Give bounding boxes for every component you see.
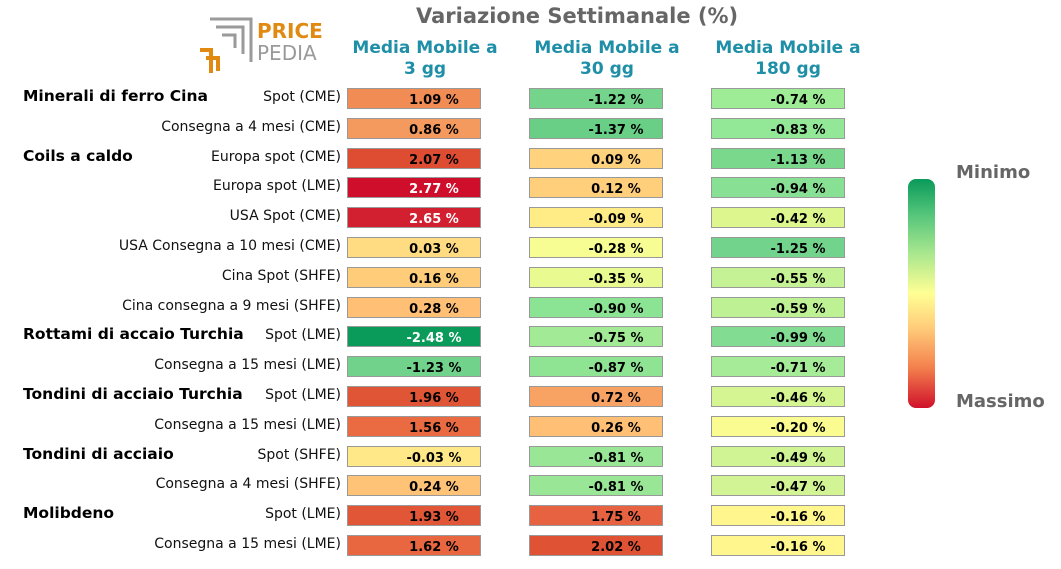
- column-header-line: Media Mobile a: [534, 38, 680, 58]
- value-cell: 1.09 %: [347, 88, 481, 109]
- value-cell: -0.16 %: [711, 505, 845, 527]
- value-cell: 1.75 %: [529, 505, 663, 527]
- value-cell: 2.07 %: [347, 147, 481, 169]
- value-cell: -0.87 %: [529, 356, 663, 378]
- value-cell: -0.59 %: [711, 296, 845, 318]
- value-cell: -0.03 %: [347, 445, 481, 467]
- row-label: Cina Spot (SHFE): [221, 267, 341, 284]
- group-label: Minerali di ferro Cina: [23, 87, 208, 105]
- value-cell: -0.47 %: [711, 475, 845, 497]
- row-label: Spot (LME): [265, 506, 341, 523]
- row-label: USA Consegna a 10 mesi (CME): [118, 238, 341, 254]
- value-cell: -0.49 %: [711, 445, 845, 467]
- value-cell: -0.46 %: [711, 386, 845, 407]
- row-label: Spot (LME): [265, 387, 341, 403]
- value-cell: 0.12 %: [529, 177, 663, 199]
- value-cell: -2.48 %: [347, 326, 481, 348]
- value-cell: 0.16 %: [347, 266, 481, 288]
- value-cell: -0.55 %: [711, 266, 845, 288]
- value-cell: -0.74 %: [711, 88, 845, 109]
- value-cell: -0.09 %: [529, 207, 663, 229]
- column-header-2: Media Mobile a 30 gg: [522, 38, 692, 80]
- value-cell: 0.09 %: [529, 147, 663, 169]
- value-cell: -1.25 %: [711, 237, 845, 258]
- column-header-3: Media Mobile a 180 gg: [703, 38, 873, 80]
- logo-text-price: PRICE: [257, 19, 323, 43]
- column-header-line: 30 gg: [580, 59, 634, 79]
- group-label: Coils a caldo: [23, 146, 133, 165]
- value-cell: -0.99 %: [711, 326, 845, 348]
- row-label: Consegna a 15 mesi (LME): [154, 357, 341, 374]
- value-cell: -0.42 %: [711, 207, 845, 229]
- group-label: Rottami di accaio Turchia: [23, 325, 244, 344]
- row-label: Spot (LME): [265, 327, 341, 344]
- value-cell: 2.65 %: [347, 207, 481, 229]
- row-label: Europa spot (CME): [211, 148, 341, 165]
- chart-title: Variazione Settimanale (%): [416, 4, 739, 28]
- row-label: USA Spot (CME): [229, 208, 341, 225]
- value-cell: -0.83 %: [711, 117, 845, 139]
- value-cell: 1.93 %: [347, 505, 481, 527]
- row-label: Europa spot (LME): [213, 178, 341, 195]
- row-label: Consegna a 4 mesi (SHFE): [155, 476, 341, 493]
- row-label: Consegna a 15 mesi (LME): [154, 536, 341, 552]
- value-cell: 2.02 %: [529, 535, 663, 556]
- value-cell: -1.13 %: [711, 147, 845, 169]
- color-scale-bar: [908, 179, 935, 408]
- value-cell: 0.72 %: [529, 386, 663, 407]
- logo-text-pedia: PEDIA: [257, 41, 317, 65]
- value-cell: -0.81 %: [529, 475, 663, 497]
- column-header-line: Media Mobile a: [352, 38, 498, 58]
- value-cell: 0.26 %: [529, 415, 663, 437]
- value-cell: -0.20 %: [711, 415, 845, 437]
- value-cell: 0.86 %: [347, 117, 481, 139]
- value-cell: -0.35 %: [529, 266, 663, 288]
- group-label: Molibdeno: [23, 504, 115, 523]
- value-cell: -0.90 %: [529, 296, 663, 318]
- group-label: Tondini di acciaio Turchia: [23, 385, 243, 403]
- value-cell: -1.23 %: [347, 356, 481, 378]
- row-label: Cina consegna a 9 mesi (SHFE): [122, 297, 341, 314]
- value-cell: 1.56 %: [347, 415, 481, 437]
- value-cell: 1.62 %: [347, 535, 481, 556]
- value-cell: 0.03 %: [347, 237, 481, 258]
- row-label: Spot (SHFE): [257, 446, 341, 463]
- pricepedia-logo: PRICE PEDIA: [200, 17, 323, 73]
- value-cell: -1.22 %: [529, 88, 663, 109]
- row-label: Spot (CME): [263, 89, 341, 105]
- value-cell: 2.77 %: [347, 177, 481, 199]
- value-cell: -0.94 %: [711, 177, 845, 199]
- value-cell: 1.96 %: [347, 386, 481, 407]
- value-cell: 0.28 %: [347, 296, 481, 318]
- legend-min-label: Minimo: [956, 162, 1031, 183]
- group-label: Tondini di acciaio: [23, 444, 174, 463]
- value-cell: -0.71 %: [711, 356, 845, 378]
- row-label: Consegna a 15 mesi (LME): [154, 416, 341, 433]
- column-header-line: 180 gg: [755, 59, 821, 79]
- value-cell: 0.24 %: [347, 475, 481, 497]
- value-cell: -1.37 %: [529, 117, 663, 139]
- column-header-line: 3 gg: [403, 59, 447, 79]
- value-cell: -0.81 %: [529, 445, 663, 467]
- column-header-line: Media Mobile a: [715, 38, 861, 58]
- row-label: Consegna a 4 mesi (CME): [161, 118, 341, 135]
- value-cell: -0.16 %: [711, 535, 845, 556]
- value-cell: -0.75 %: [529, 326, 663, 348]
- legend-max-label: Massimo: [956, 391, 1045, 412]
- value-cell: -0.28 %: [529, 237, 663, 258]
